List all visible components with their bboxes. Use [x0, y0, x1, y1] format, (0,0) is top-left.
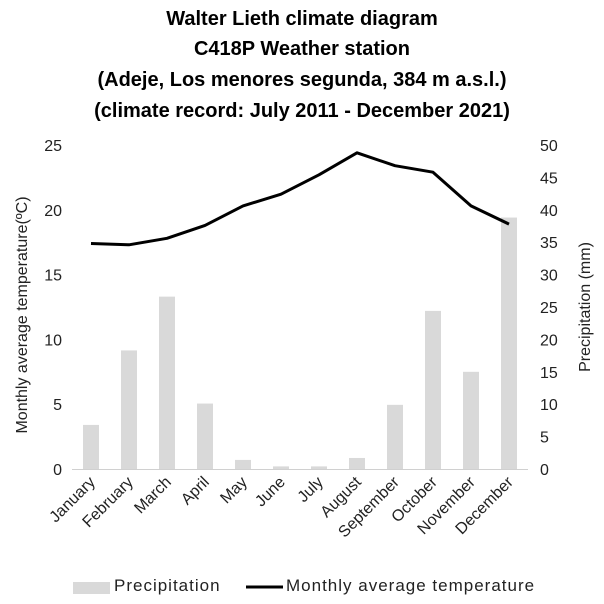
right-tick-label: 15 [540, 365, 558, 382]
chart-title: Walter Lieth climate diagram C418P Weathe… [94, 8, 510, 122]
precipitation-bar [159, 296, 175, 469]
right-tick-label: 10 [540, 397, 558, 414]
left-axis-ticks: 0 5 10 15 20 25 [44, 138, 62, 479]
right-tick-label: 50 [540, 138, 558, 155]
x-tick-label: June [252, 474, 289, 511]
right-axis-ticks: 0 5 10 15 20 25 30 35 40 45 50 [540, 138, 558, 479]
right-axis-title: Precipitation (mm) [577, 242, 594, 372]
right-tick-label: 25 [540, 300, 558, 317]
precipitation-bar [501, 217, 517, 469]
precipitation-bar [235, 459, 251, 469]
precipitation-bar [349, 457, 365, 469]
precipitation-bar [197, 403, 213, 469]
right-tick-label: 40 [540, 203, 558, 220]
right-tick-label: 30 [540, 268, 558, 285]
left-tick-label: 5 [53, 397, 62, 414]
temperature-line [90, 151, 510, 247]
legend-label-precipitation: Precipitation [114, 576, 221, 595]
temperature-line-group [90, 151, 510, 247]
precipitation-bar [273, 466, 289, 469]
chart-title-line: (climate record: July 2011 - December 20… [94, 100, 510, 122]
left-tick-label: 15 [44, 268, 62, 285]
x-tick-label: March [131, 474, 174, 517]
left-axis-title: Monthly average temperature(ºC) [14, 196, 31, 433]
right-tick-label: 0 [540, 462, 549, 479]
chart-title-line: Walter Lieth climate diagram [166, 8, 438, 30]
precipitation-bar [121, 350, 137, 469]
left-tick-label: 0 [53, 462, 62, 479]
left-tick-label: 25 [44, 138, 62, 155]
chart-title-line: C418P Weather station [194, 38, 410, 60]
x-tick-label: July [295, 474, 327, 506]
precipitation-bar [311, 466, 327, 469]
x-tick-label: April [178, 474, 213, 509]
precipitation-bar [463, 371, 479, 469]
legend-label-temperature: Monthly average temperature [286, 576, 535, 595]
right-tick-label: 45 [540, 170, 558, 187]
precipitation-bar [387, 404, 403, 469]
precipitation-bar [425, 310, 441, 469]
right-tick-label: 20 [540, 332, 558, 349]
right-tick-label: 5 [540, 430, 549, 447]
right-tick-label: 35 [540, 235, 558, 252]
x-tick-label: May [217, 474, 250, 507]
precipitation-bar [83, 424, 99, 469]
left-tick-label: 20 [44, 203, 62, 220]
legend-swatch-precipitation [73, 582, 110, 594]
chart-title-line: (Adeje, Los menores segunda, 384 m a.s.l… [97, 69, 506, 91]
left-tick-label: 10 [44, 332, 62, 349]
legend: Precipitation Monthly average temperature [73, 576, 535, 595]
precipitation-bars [83, 217, 517, 469]
